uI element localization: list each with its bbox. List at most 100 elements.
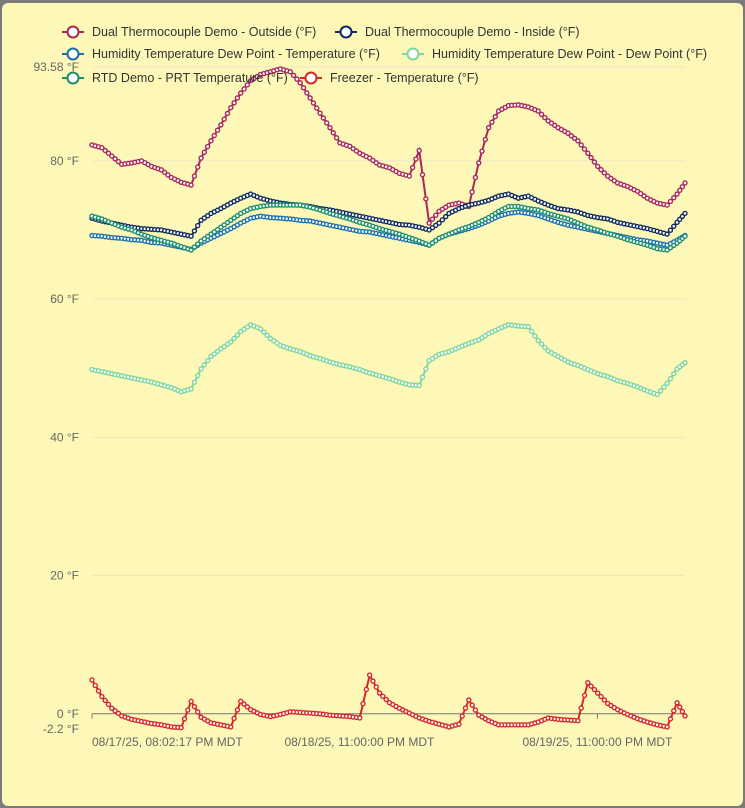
data-point <box>238 90 244 96</box>
data-point <box>208 138 214 144</box>
data-point-marker <box>234 707 241 713</box>
data-point-marker <box>413 156 419 162</box>
data-point <box>109 705 115 711</box>
data-point <box>198 155 204 161</box>
data-point-marker <box>300 85 307 91</box>
data-point-marker <box>489 119 495 125</box>
data-point <box>178 724 184 731</box>
data-point-marker <box>234 332 241 338</box>
data-point-marker <box>264 332 270 338</box>
legend-marker-icon <box>66 25 80 39</box>
data-point-marker <box>671 708 677 714</box>
data-point-marker <box>161 169 168 176</box>
data-point-marker <box>214 127 221 133</box>
data-point-marker <box>201 362 208 368</box>
data-point-marker <box>244 704 251 710</box>
series-3 <box>89 321 688 398</box>
data-point-marker <box>677 704 683 710</box>
data-point <box>406 173 413 179</box>
data-point-marker <box>360 700 366 707</box>
data-point <box>674 191 680 197</box>
data-point-marker <box>578 142 584 148</box>
data-point-marker <box>204 143 211 150</box>
data-point-marker <box>231 715 237 722</box>
data-point-marker <box>598 693 604 700</box>
data-point-marker <box>261 329 267 335</box>
data-point-marker <box>112 708 118 714</box>
data-point-marker <box>191 703 198 710</box>
data-point <box>228 339 234 345</box>
data-point-marker <box>185 707 191 713</box>
data-point-marker <box>469 702 475 708</box>
data-point-marker <box>195 709 201 715</box>
data-point <box>188 247 194 253</box>
data-point-marker <box>102 147 108 154</box>
data-point-marker <box>657 388 664 394</box>
data-point-marker <box>601 697 608 703</box>
data-point-marker <box>231 100 237 106</box>
legend-item-1[interactable]: Dual Thermocouple Demo - Inside (°F) <box>335 25 580 39</box>
data-point-marker <box>479 148 485 154</box>
data-point-marker <box>241 86 247 92</box>
data-point-marker <box>165 172 171 178</box>
data-point-marker <box>204 357 211 364</box>
data-point-marker <box>679 183 686 190</box>
data-point <box>664 724 670 730</box>
data-point <box>307 95 313 101</box>
grid-lines <box>92 66 685 715</box>
data-point-marker <box>373 684 379 690</box>
data-point-marker <box>290 72 297 79</box>
legend-item-2[interactable]: Humidity Temperature Dew Point - Tempera… <box>62 47 380 61</box>
series-1 <box>89 191 688 239</box>
y-tick-label: 60 °F <box>50 292 79 306</box>
y-tick-label: 80 °F <box>50 154 79 168</box>
data-point-marker <box>459 713 465 719</box>
data-point-marker <box>598 166 604 173</box>
data-point-marker <box>310 100 317 106</box>
data-point-marker <box>532 333 538 339</box>
y-axis: 93.58 °F 80 °F 60 °F 40 °F 20 °F 0 °F-2.2 °F <box>34 60 80 736</box>
data-point <box>188 698 194 705</box>
data-point-marker <box>578 705 584 711</box>
data-point <box>535 108 541 114</box>
data-point <box>426 220 432 226</box>
data-point-marker <box>211 132 217 139</box>
data-point-marker <box>102 697 108 704</box>
data-point <box>682 180 688 186</box>
data-point-marker <box>482 136 489 143</box>
data-point-marker <box>115 710 122 717</box>
data-point <box>238 698 244 705</box>
data-point-marker <box>423 366 429 372</box>
legend-item-5[interactable]: Freezer - Temperature (°F) <box>300 71 479 85</box>
data-point-marker <box>314 105 320 111</box>
legend: Dual Thermocouple Demo - Outside (°F) Dua… <box>62 25 707 85</box>
data-point-marker <box>588 683 594 689</box>
legend-item-4[interactable]: RTD Demo - PRT Temperature (°F) <box>62 71 288 85</box>
data-point-marker <box>304 90 310 96</box>
line-chart: 93.58 °F80 °F60 °F40 °F20 °F0 °F-2.2 °F … <box>34 25 708 749</box>
data-point-marker <box>115 158 122 165</box>
legend-item-3[interactable]: Humidity Temperature Dew Point - Dew Poi… <box>402 47 707 61</box>
data-point-marker <box>195 241 201 247</box>
data-point-marker <box>667 375 674 382</box>
data-point-marker <box>92 682 98 689</box>
data-point <box>682 210 688 217</box>
data-point-marker <box>112 156 118 162</box>
series-5 <box>89 672 688 731</box>
data-point-marker <box>201 149 208 156</box>
data-point-marker <box>231 335 237 342</box>
data-point-marker <box>442 213 449 220</box>
legend-item-0[interactable]: Dual Thermocouple Demo - Outside (°F) <box>62 25 316 39</box>
data-point-marker <box>221 116 227 122</box>
data-point-marker <box>571 135 578 141</box>
data-point-marker <box>195 372 201 379</box>
data-point-marker <box>409 164 416 171</box>
data-point-marker <box>191 228 198 234</box>
data-point-marker <box>214 348 221 355</box>
data-point <box>436 220 442 226</box>
data-point <box>595 690 601 696</box>
data-point-marker <box>568 133 574 139</box>
data-point-marker <box>591 159 598 165</box>
data-point-marker <box>667 716 674 722</box>
data-point <box>595 163 601 170</box>
